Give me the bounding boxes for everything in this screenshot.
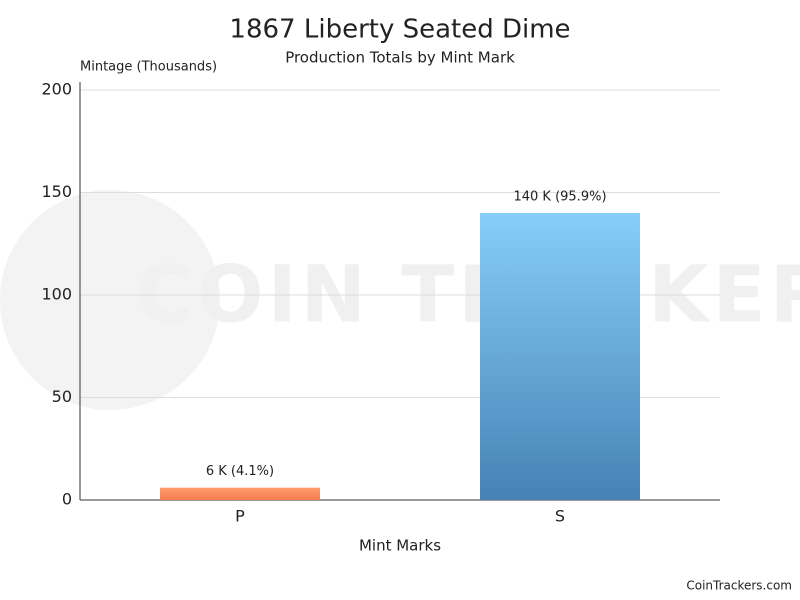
y-tick-label: 0 [62, 490, 72, 509]
data-label: 6 K (4.1%) [206, 464, 274, 479]
chart-title: 1867 Liberty Seated Dime [229, 15, 570, 45]
chart-subtitle: Production Totals by Mint Mark [285, 49, 515, 67]
y-tick-label: 100 [41, 285, 72, 304]
y-axis-label: Mintage (Thousands) [80, 60, 217, 75]
data-label: 140 K (95.9%) [513, 190, 606, 205]
y-tick-label: 150 [41, 182, 72, 201]
bar [160, 487, 320, 500]
watermark-logo [0, 190, 220, 410]
y-tick-label: 50 [52, 387, 72, 406]
x-tick-label: P [235, 507, 245, 526]
bar [480, 213, 640, 500]
y-tick-label: 200 [41, 80, 72, 99]
x-tick-label: S [555, 507, 565, 526]
x-axis-label: Mint Marks [359, 537, 441, 555]
credit: CoinTrackers.com [686, 579, 792, 593]
